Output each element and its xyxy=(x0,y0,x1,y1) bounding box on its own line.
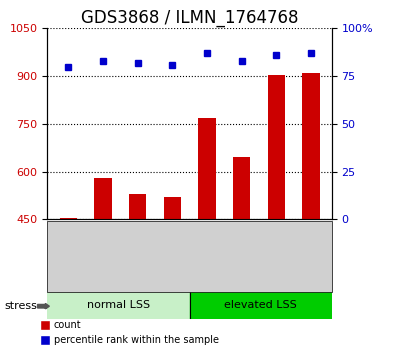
Text: GSM591782: GSM591782 xyxy=(98,225,107,280)
Bar xyxy=(268,75,285,219)
Text: GSM591788: GSM591788 xyxy=(307,225,316,280)
Bar xyxy=(129,194,146,219)
Bar xyxy=(60,218,77,219)
Text: GSM591781: GSM591781 xyxy=(64,225,73,280)
Bar xyxy=(190,292,332,319)
Bar xyxy=(233,157,250,219)
Text: elevated LSS: elevated LSS xyxy=(224,300,297,310)
Text: GSM591783: GSM591783 xyxy=(133,225,142,280)
Text: GSM591787: GSM591787 xyxy=(272,225,281,280)
Text: stress: stress xyxy=(4,301,37,311)
Text: normal LSS: normal LSS xyxy=(87,300,150,310)
Text: GSM591785: GSM591785 xyxy=(203,225,211,280)
Legend: count, percentile rank within the sample: count, percentile rank within the sample xyxy=(36,316,223,349)
Bar xyxy=(47,292,190,319)
Title: GDS3868 / ILMN_1764768: GDS3868 / ILMN_1764768 xyxy=(81,9,298,27)
Bar xyxy=(198,118,216,219)
Bar xyxy=(164,197,181,219)
Text: GSM591784: GSM591784 xyxy=(168,225,177,280)
Bar xyxy=(302,73,320,219)
Bar xyxy=(94,178,111,219)
Text: GSM591786: GSM591786 xyxy=(237,225,246,280)
